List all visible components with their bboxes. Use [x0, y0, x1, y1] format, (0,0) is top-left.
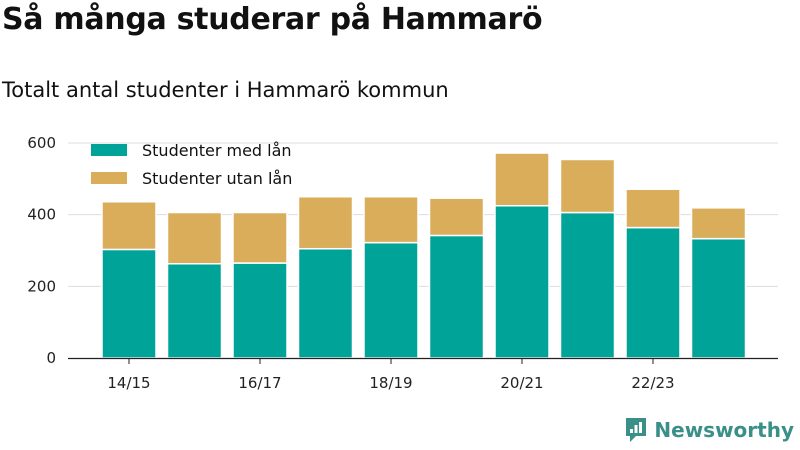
legend-swatch — [91, 172, 127, 184]
y-tick-label: 0 — [46, 349, 56, 367]
y-tick-label: 600 — [27, 134, 56, 152]
bar-segment-with-loan — [559, 211, 616, 359]
x-tick-label: 14/15 — [107, 374, 150, 392]
legend-label: Studenter med lån — [142, 141, 292, 160]
bar-segment-without-loan — [625, 188, 681, 229]
bar-segment-without-loan — [559, 158, 616, 214]
bar-segment-without-loan — [363, 196, 419, 244]
bar-segment-with-loan — [297, 247, 354, 359]
brand-name: Newsworthy — [654, 418, 794, 442]
chart-subtitle: Totalt antal studenter i Hammarö kommun — [2, 78, 449, 102]
bar-segment-with-loan — [166, 263, 223, 359]
bar-segment-without-loan — [101, 201, 157, 251]
bar-segment-with-loan — [363, 241, 419, 359]
bar-segment-with-loan — [690, 237, 747, 359]
bar-segment-without-loan — [428, 197, 485, 237]
newsworthy-logo-icon — [626, 418, 647, 442]
bar-segment-with-loan — [232, 262, 288, 359]
axes: 0 200 400 600 14/15 16/17 18/19 20/21 22/23 — [27, 134, 778, 392]
legend-swatch — [91, 144, 127, 156]
x-tick-label: 22/23 — [631, 374, 674, 392]
bar-segment-without-loan — [232, 211, 288, 264]
bars — [101, 152, 747, 359]
y-tick-label: 400 — [27, 206, 56, 224]
chart-title: Så många studerar på Hammarö — [2, 2, 543, 37]
bar-segment-with-loan — [494, 204, 550, 359]
newsworthy-logo: Newsworthy — [624, 416, 794, 444]
bar-segment-without-loan — [297, 196, 354, 250]
y-tick-label: 200 — [27, 277, 56, 295]
bar-segment-without-loan — [690, 207, 747, 240]
bar-segment-without-loan — [494, 152, 550, 207]
legend: Studenter med lån Studenter utan lån — [91, 141, 292, 188]
bar-segment-with-loan — [101, 248, 157, 359]
bar-segment-with-loan — [428, 234, 485, 359]
x-tick-label: 20/21 — [500, 374, 543, 392]
x-tick-label: 16/17 — [238, 374, 281, 392]
legend-label: Studenter utan lån — [142, 169, 292, 188]
x-tick-label: 18/19 — [369, 374, 412, 392]
bar-segment-without-loan — [166, 211, 223, 265]
bar-segment-with-loan — [625, 226, 681, 359]
